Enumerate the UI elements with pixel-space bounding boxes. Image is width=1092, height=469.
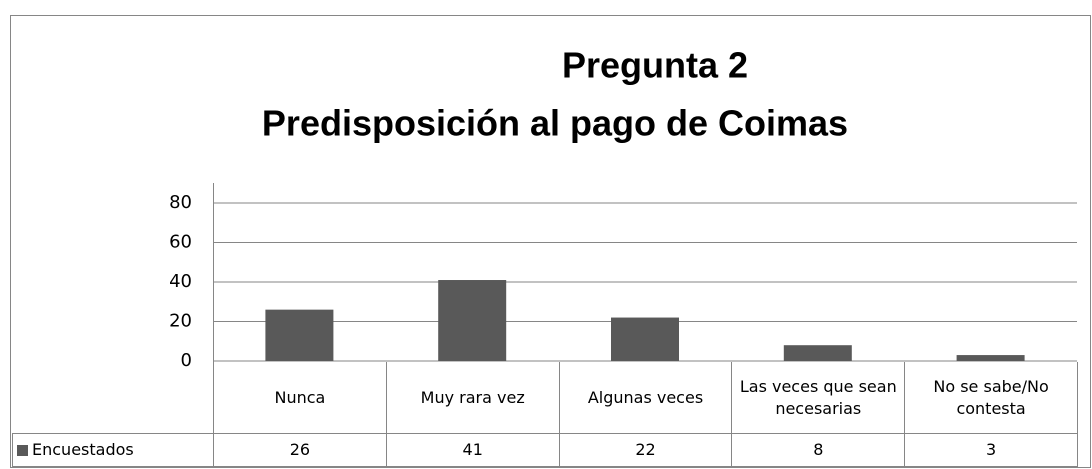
table-value: 8: [732, 434, 906, 467]
y-tick-label: 40: [169, 271, 192, 292]
chart-title: Pregunta 2: [562, 45, 748, 86]
bar: [611, 317, 679, 361]
legend-cell: Encuestados: [13, 434, 214, 467]
y-tick-label: 60: [169, 232, 192, 253]
table-value: 41: [386, 434, 560, 467]
bar: [956, 355, 1025, 361]
bar: [783, 345, 852, 361]
legend-label: Encuestados: [32, 440, 134, 459]
table-value: 22: [559, 434, 733, 467]
table-value: 3: [905, 434, 1078, 467]
category-label: Nunca: [214, 362, 387, 434]
legend-swatch: [17, 444, 28, 456]
y-tick-label: 20: [169, 311, 192, 332]
category-label: Algunas veces: [559, 362, 733, 434]
table-value: 26: [214, 434, 387, 467]
y-tick-label: 0: [181, 350, 192, 371]
chart-subtitle: Predisposición al pago de Coimas: [262, 103, 848, 144]
category-label: Muy rara vez: [386, 362, 560, 434]
bar: [265, 309, 334, 361]
bar: [438, 280, 507, 361]
y-tick-label: 80: [169, 192, 192, 213]
chart-border: [10, 15, 1091, 468]
category-label: No se sabe/No contesta: [905, 362, 1078, 434]
category-label: Las veces que sean necesarias: [732, 362, 906, 434]
